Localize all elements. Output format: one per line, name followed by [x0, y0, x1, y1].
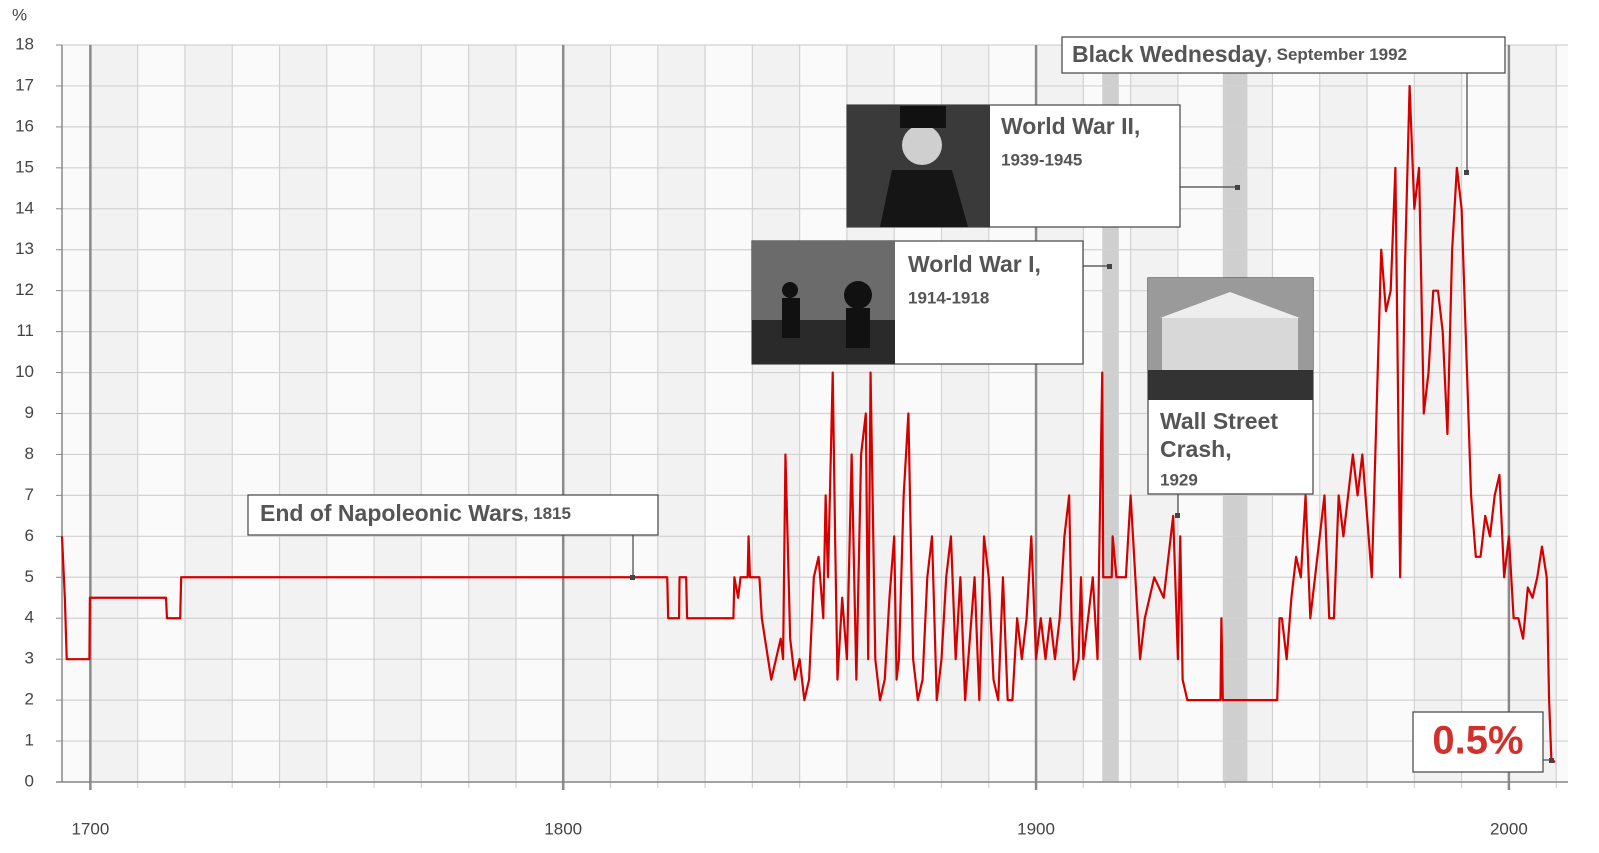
y-tick-label: 18 [15, 34, 34, 53]
y-tick-label: 11 [16, 321, 34, 340]
callout-title: 0.5% [1432, 719, 1523, 763]
y-tick-label: 2 [25, 690, 34, 709]
pointer-dot [1175, 513, 1180, 518]
pointer-dot [1235, 185, 1240, 190]
pointer-dot [1549, 758, 1554, 763]
y-tick-label: 15 [15, 157, 34, 176]
y-tick-label: 3 [25, 649, 34, 668]
chart: 0123456789101112131415161718170018001900… [0, 0, 1599, 853]
y-tick-label: 1 [25, 731, 34, 750]
callout-title: Black Wednesday [1072, 41, 1267, 67]
photo-detail [782, 298, 800, 338]
photo-detail [900, 106, 946, 128]
pointer-dot [1464, 170, 1469, 175]
y-tick-label: 13 [15, 239, 34, 258]
pointer-dot [1107, 264, 1112, 269]
photo-detail [1148, 370, 1313, 400]
y-tick-label: 4 [25, 608, 34, 627]
photo-detail [782, 282, 798, 298]
photo-detail [846, 308, 870, 348]
callout-title: Crash, [1160, 436, 1232, 462]
y-tick-label: 17 [15, 75, 34, 94]
photo-detail [1162, 318, 1298, 373]
callout-detail: , September 1992 [1267, 45, 1407, 64]
pointer-dot [630, 575, 635, 580]
y-tick-label: 6 [25, 526, 34, 545]
x-tick-label: 1900 [1017, 819, 1055, 838]
y-tick-label: 5 [25, 567, 34, 586]
y-tick-label: 0 [25, 771, 34, 790]
y-tick-label: 16 [15, 116, 34, 135]
callout-title: Wall Street [1160, 408, 1278, 434]
callout-title: World War II, [1001, 113, 1140, 139]
photo-detail [844, 281, 872, 309]
photo-detail [752, 320, 895, 364]
callout-text: End of Napoleonic Wars, 1815 [260, 500, 571, 526]
y-tick-label: 7 [25, 485, 34, 504]
y-tick-label: 10 [15, 362, 34, 381]
y-unit: % [12, 5, 27, 24]
photo-detail [902, 125, 942, 165]
callout-detail: , 1815 [524, 504, 571, 523]
y-tick-label: 9 [25, 403, 34, 422]
callout-detail: 1939-1945 [1001, 150, 1082, 169]
callout-title: World War I, [908, 251, 1041, 277]
y-tick-label: 12 [15, 280, 34, 299]
callout-detail: 1929 [1160, 470, 1198, 489]
y-tick-label: 14 [15, 198, 34, 217]
callout-text: Black Wednesday, September 1992 [1072, 41, 1407, 67]
x-tick-label: 1700 [71, 819, 109, 838]
x-tick-label: 1800 [544, 819, 582, 838]
y-tick-label: 8 [25, 444, 34, 463]
callout-detail: 1914-1918 [908, 288, 989, 307]
x-tick-label: 2000 [1490, 819, 1528, 838]
callout-title: End of Napoleonic Wars [260, 500, 524, 526]
